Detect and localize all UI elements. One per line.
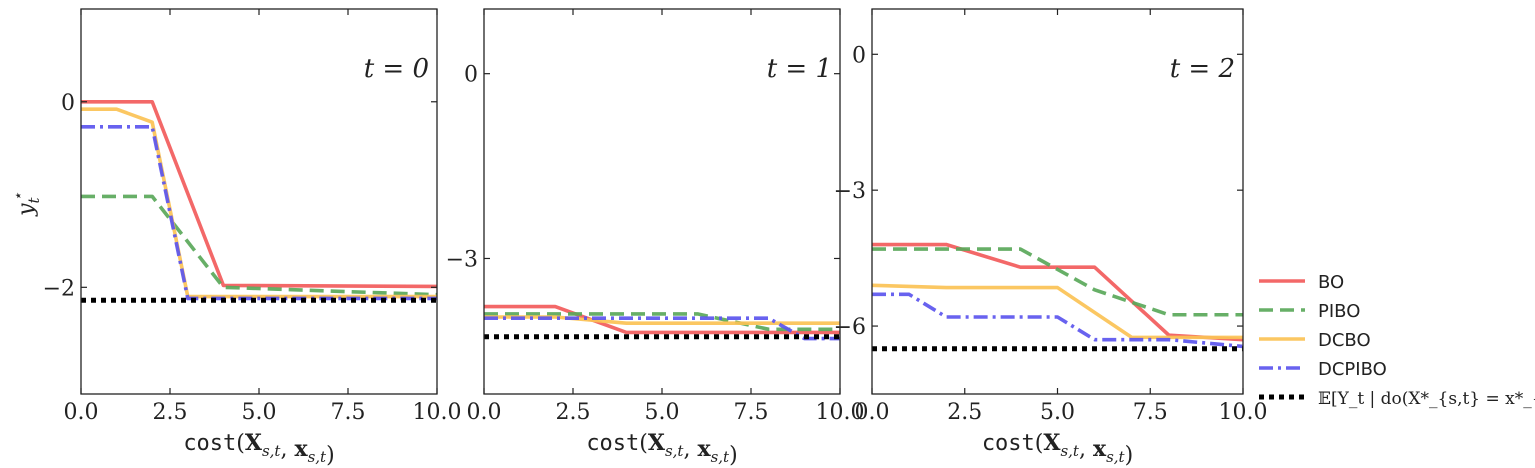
x-tick-label: 7.5 [331, 400, 366, 425]
x-tick-label: 2.5 [556, 400, 591, 425]
y-tick-label: −2 [43, 276, 75, 301]
legend: BO PIBO DCBO DCPIBO 𝔼[Y_t | do(X*_{s,t} = x*… [1259, 272, 1535, 409]
panel-2: 0.0 2.5 5.0 7.5 10.0 0 −3 −6 t = 2 cost(Xs,t, xs,… [834, 8, 1268, 468]
series-line-bo-t0 [81, 99, 437, 289]
series-line-dcbo-t2 [872, 283, 1243, 340]
x-axis-label: cost(Xs,t, xs,t) [183, 430, 334, 468]
legend-label: BO [1318, 272, 1344, 293]
x-tick-label: 10.0 [413, 400, 462, 425]
series-line-dcbo-t1 [484, 315, 840, 325]
y-tick-label: 0 [61, 91, 75, 116]
x-tick-label: 0.0 [855, 400, 890, 425]
x-tick-label: 10.0 [1219, 400, 1268, 425]
y-tick-label: −6 [834, 315, 866, 340]
x-tick-label: 7.5 [734, 400, 769, 425]
y-tick-label: −3 [834, 179, 866, 204]
legend-label: DCBO [1318, 330, 1371, 351]
legend-label: 𝔼[Y_t | do(X*_{s,t} = x*_{s,t})] [1318, 389, 1535, 409]
x-tick-label: 0.0 [467, 400, 502, 425]
x-tick-label: 2.5 [947, 400, 982, 425]
series-line-pibo-t0 [81, 194, 437, 297]
panel-annotation: t = 0 [364, 54, 429, 84]
panel-annotation: t = 1 [767, 54, 832, 84]
x-tick-label: 7.5 [1133, 400, 1168, 425]
legend-label: PIBO [1318, 301, 1360, 322]
series-line-pibo-t2 [872, 247, 1243, 317]
series-line-bo-t2 [872, 242, 1243, 342]
panel-0: 0.0 2.5 5.0 7.5 10.0 0 −2 t = 0 cost(Xs,t, xs,t)… [9, 8, 462, 468]
series-line-dcpibo-t2 [872, 292, 1243, 349]
series-line-pibo-t1 [484, 312, 840, 332]
y-axis-label: yt⋆ [9, 192, 43, 217]
y-tick-label: −3 [446, 247, 478, 272]
x-axis-label: cost(Xs,t, xs,t) [982, 430, 1133, 468]
x-tick-label: 2.5 [153, 400, 188, 425]
series-line-dcpibo-t0 [81, 125, 437, 301]
y-tick-label: 0 [852, 43, 866, 68]
x-tick-label: 0.0 [64, 400, 99, 425]
x-tick-label: 10.0 [816, 400, 865, 425]
series-line-dcbo-t0 [81, 107, 437, 299]
x-tick-label: 5.0 [242, 400, 277, 425]
x-tick-label: 5.0 [1040, 400, 1075, 425]
y-tick-label: 0 [464, 63, 478, 88]
panel-annotation: t = 2 [1170, 54, 1235, 84]
x-tick-label: 5.0 [645, 400, 680, 425]
panel-1: 0.0 2.5 5.0 7.5 10.0 0 −3 t = 1 cost(Xs,t, xs,t) [446, 8, 865, 468]
x-axis-label: cost(Xs,t, xs,t) [586, 430, 737, 468]
legend-label: DCPIBO [1318, 359, 1387, 380]
